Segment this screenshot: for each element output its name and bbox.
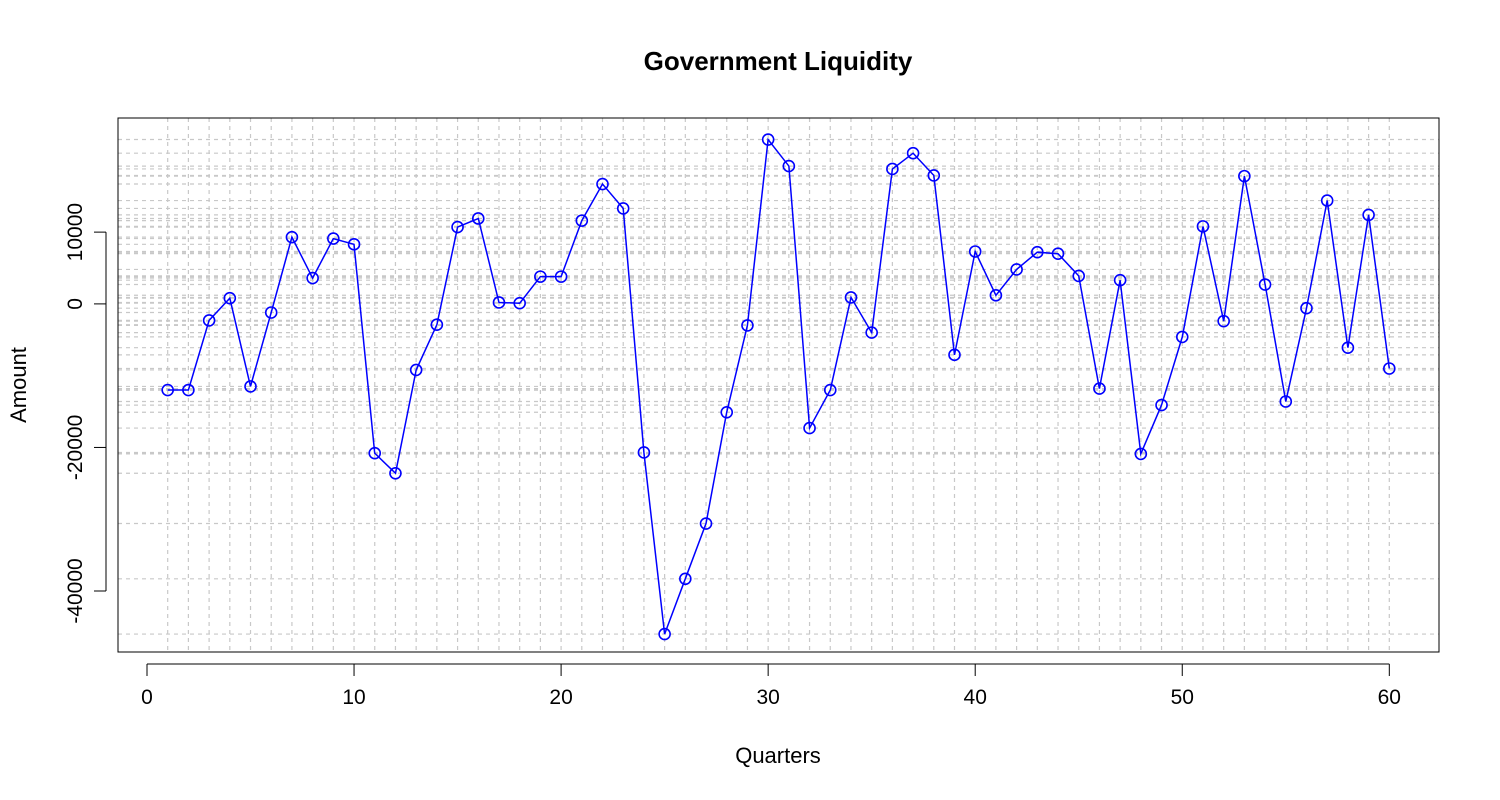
data-point xyxy=(679,572,692,586)
data-point xyxy=(720,405,734,419)
data-point xyxy=(616,202,630,215)
data-point xyxy=(1051,247,1065,260)
chart-title: Government Liquidity xyxy=(644,46,913,76)
data-point xyxy=(223,291,237,305)
data-point xyxy=(1072,269,1086,283)
y-tick-label: 0 xyxy=(64,298,87,310)
data-point xyxy=(575,214,589,227)
data-point xyxy=(823,383,837,397)
y-tick-label: 10000 xyxy=(64,203,87,261)
data-point xyxy=(513,296,526,310)
data-point xyxy=(1383,362,1396,375)
data-point xyxy=(306,271,319,285)
data-point xyxy=(1134,447,1148,461)
data-point xyxy=(948,348,961,362)
data-point xyxy=(182,383,195,397)
data-point xyxy=(699,517,713,530)
data-point xyxy=(1031,245,1044,259)
data-point xyxy=(389,466,402,480)
data-point xyxy=(596,177,609,191)
data-point xyxy=(1155,398,1168,412)
data-point xyxy=(430,318,444,332)
data-point xyxy=(202,314,216,327)
data-point xyxy=(1279,395,1293,408)
data-point xyxy=(844,291,858,304)
x-tick-label: 50 xyxy=(1171,686,1194,709)
y-axis-label: Amount xyxy=(6,347,31,423)
x-axis-label: Quarters xyxy=(735,743,821,768)
data-point xyxy=(968,245,982,258)
y-tick-label: -40000 xyxy=(64,558,87,623)
data-point xyxy=(989,288,1003,302)
x-tick-label: 0 xyxy=(141,686,153,709)
data-point xyxy=(347,238,361,251)
data-point xyxy=(1010,263,1023,276)
data-point xyxy=(1320,194,1334,207)
data-point xyxy=(1258,278,1272,291)
data-point xyxy=(1341,341,1355,354)
x-tick-label: 20 xyxy=(549,686,572,709)
data-point xyxy=(285,230,299,244)
data-point xyxy=(658,627,671,641)
y-axis: -40000 -20000 0 10000 xyxy=(64,203,107,624)
data-point xyxy=(534,270,547,283)
data-point xyxy=(782,159,796,173)
data-point xyxy=(927,169,941,182)
data-point xyxy=(1362,208,1375,222)
x-tick-label: 40 xyxy=(964,686,987,709)
data-point xyxy=(741,319,754,332)
data-point xyxy=(1113,273,1127,287)
data-point xyxy=(906,146,920,160)
data-point xyxy=(1196,220,1210,233)
data-point xyxy=(161,383,174,397)
x-tick-label: 30 xyxy=(756,686,779,709)
x-tick-label: 60 xyxy=(1378,686,1401,709)
data-point xyxy=(803,421,816,435)
series-line xyxy=(167,137,1391,635)
data-point xyxy=(1175,330,1189,344)
data-point xyxy=(264,306,278,319)
data-point xyxy=(327,232,340,245)
data-point xyxy=(368,446,382,460)
data-point xyxy=(492,296,506,309)
x-axis: 0 10 20 30 40 50 60 xyxy=(141,663,1401,709)
data-point xyxy=(1238,169,1251,183)
data-point xyxy=(761,133,775,146)
grid-lines xyxy=(118,118,1439,652)
data-point xyxy=(409,363,423,377)
y-tick-label: -20000 xyxy=(64,415,87,480)
series-layer xyxy=(161,133,1396,641)
data-point xyxy=(886,162,899,176)
data-point xyxy=(451,220,464,234)
data-point xyxy=(1300,301,1313,315)
x-tick-label: 10 xyxy=(342,686,365,709)
data-point xyxy=(244,380,257,393)
data-point xyxy=(1093,382,1106,395)
data-point xyxy=(554,270,568,283)
data-point xyxy=(1217,314,1230,328)
data-point xyxy=(471,212,485,225)
data-point xyxy=(865,326,878,339)
data-point xyxy=(637,446,651,459)
plot-frame xyxy=(117,117,1440,653)
